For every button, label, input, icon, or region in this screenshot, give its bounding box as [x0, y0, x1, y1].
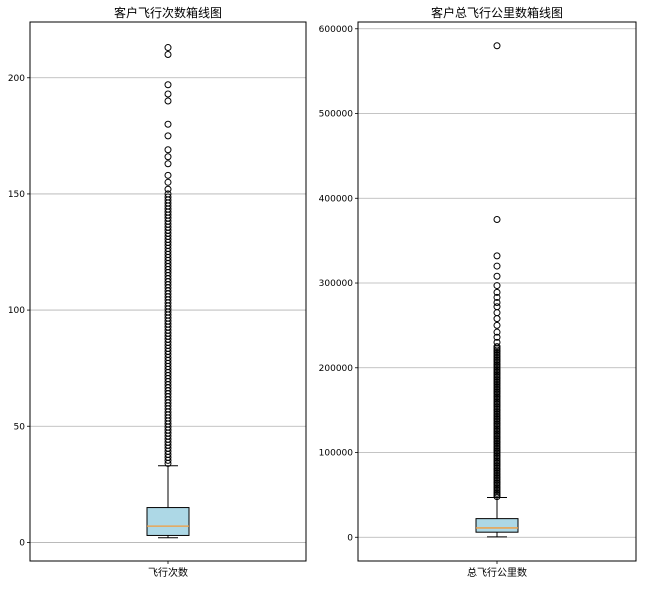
outlier-point: [493, 303, 501, 311]
outlier-point: [164, 178, 172, 186]
outlier-point: [164, 153, 172, 161]
outlier-point: [493, 252, 501, 260]
outlier-point: [493, 309, 501, 317]
outlier-point: [164, 51, 172, 59]
outlier-point: [493, 272, 501, 280]
chart-panel-2: 客户总飞行公里数箱线图 0 100000 200000 300000 400000 5000…: [319, 5, 637, 579]
x-tick-label: 飞行次数: [148, 566, 188, 579]
outlier-point: [493, 288, 501, 296]
x-tick-label: 总飞行公里数: [467, 566, 527, 579]
outlier-point: [164, 190, 172, 198]
y-tick-label: 100000: [319, 449, 354, 459]
outlier-point: [493, 321, 501, 329]
outlier-point: [164, 44, 172, 52]
chart-title: 客户总飞行公里数箱线图: [431, 5, 563, 20]
y-tick-label: 300000: [319, 279, 354, 289]
outlier-point: [164, 90, 172, 98]
outlier-point: [164, 160, 172, 168]
chart-title: 客户飞行次数箱线图: [114, 5, 222, 20]
outlier-point: [164, 120, 172, 128]
outlier-point: [493, 328, 501, 336]
y-tick-label: 100: [8, 306, 25, 316]
outlier-point: [164, 81, 172, 89]
outlier-point: [493, 262, 501, 270]
y-tick-label: 200: [8, 74, 25, 84]
outlier-point: [493, 282, 501, 290]
outlier-point: [164, 185, 172, 193]
chart-panel-1: 客户飞行次数箱线图 0 50 100 150 200 飞行次数: [8, 5, 307, 579]
outlier-point: [164, 193, 172, 201]
outlier-point: [493, 338, 501, 346]
outlier-point: [493, 343, 501, 351]
outlier-point: [493, 315, 501, 323]
iqr-box: [475, 518, 519, 533]
y-tick-label: 150: [8, 190, 25, 200]
iqr-box: [146, 507, 190, 536]
outlier-point: [493, 293, 501, 301]
outlier-point: [164, 97, 172, 105]
outlier-point: [164, 171, 172, 179]
outlier-point: [164, 132, 172, 140]
y-tick-label: 0: [19, 538, 25, 548]
y-tick-label: 200000: [319, 364, 354, 374]
outlier-point: [493, 333, 501, 341]
outlier-point: [493, 215, 501, 223]
y-tick-label: 600000: [319, 25, 354, 35]
outlier-point: [164, 146, 172, 154]
outlier-point: [493, 299, 501, 307]
y-tick-label: 400000: [319, 194, 354, 204]
y-tick-label: 0: [347, 533, 353, 543]
y-tick-label: 500000: [319, 110, 354, 120]
y-tick-label: 50: [14, 422, 26, 432]
outlier-point: [493, 42, 501, 50]
